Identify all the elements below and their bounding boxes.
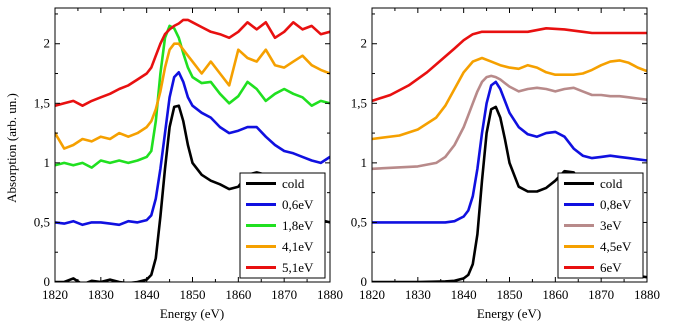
- legend-label: 0,6eV: [282, 197, 314, 212]
- series-line-4-5eV: [372, 56, 647, 141]
- y-tick-label: 0: [361, 274, 368, 289]
- x-axis-label: Energy (eV): [477, 306, 541, 321]
- legend-label: 3eV: [600, 218, 622, 233]
- series-line-5-1eV: [55, 18, 330, 107]
- series-line-0-6eV: [55, 71, 330, 227]
- x-tick-label: 1860: [542, 287, 568, 302]
- x-tick-label: 1870: [588, 287, 614, 302]
- left-chart-panel: Absorption (arb. un.) Energy (eV) 1820 18…: [4, 7, 343, 321]
- y-tick-label: 1: [361, 155, 368, 170]
- y-tick-label: 1,5: [351, 95, 367, 110]
- legend: cold 0,8eV 3eV 4,5eV 6eV: [557, 172, 644, 279]
- x-tick-label: 1840: [451, 287, 477, 302]
- y-tick-label: 0,5: [351, 214, 367, 229]
- x-tick-label: 1880: [634, 287, 660, 302]
- series-line-3eV: [372, 74, 647, 171]
- series-group: [372, 26, 647, 282]
- legend-label: 6eV: [600, 260, 622, 275]
- series-line-1-8eV: [55, 24, 330, 169]
- series-line-6eV: [372, 26, 647, 103]
- legend-label: cold: [600, 176, 623, 191]
- y-tick-label: 1,5: [34, 95, 50, 110]
- x-tick-label: 1880: [317, 287, 343, 302]
- legend-label: 4,5eV: [600, 239, 632, 254]
- y-tick-label: 0,5: [34, 214, 50, 229]
- x-tick-label: 1830: [88, 287, 114, 302]
- legend-label: 1,8eV: [282, 218, 314, 233]
- legend-label: 5,1eV: [282, 260, 314, 275]
- x-tick-label: 1870: [271, 287, 297, 302]
- y-tick-label: 0: [44, 274, 51, 289]
- legend: cold 0,6eV 1,8eV 4,1eV 5,1eV: [239, 172, 326, 279]
- y-tick-label: 2: [361, 36, 368, 51]
- x-tick-label: 1820: [42, 287, 68, 302]
- y-tick-label: 1: [44, 155, 51, 170]
- x-tick-label: 1840: [134, 287, 160, 302]
- x-tick-label: 1850: [497, 287, 523, 302]
- series-line-0-8eV: [372, 80, 647, 224]
- y-axis-label: Absorption (arb. un.): [4, 93, 19, 203]
- legend-label: 0,8eV: [600, 197, 632, 212]
- x-axis-label: Energy (eV): [160, 306, 224, 321]
- x-tick-label: 1850: [180, 287, 206, 302]
- x-tick-label: 1820: [359, 287, 385, 302]
- legend-label: 4,1eV: [282, 239, 314, 254]
- x-tick-label: 1860: [225, 287, 251, 302]
- legend-label: cold: [282, 176, 305, 191]
- x-tick-label: 1830: [405, 287, 431, 302]
- right-chart-panel: Energy (eV) 1820 1830 1840 1850 1860 1870 1880…: [351, 7, 660, 321]
- series-line-4-1eV: [55, 42, 330, 150]
- y-tick-label: 2: [44, 36, 51, 51]
